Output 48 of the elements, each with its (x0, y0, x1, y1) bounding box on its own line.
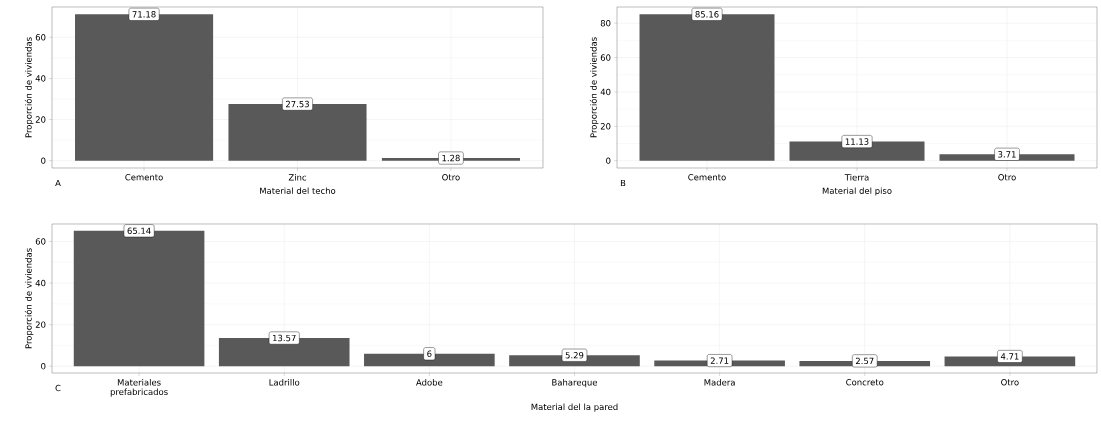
x-tick-label: Bahareque (552, 379, 598, 388)
y-tick-label: 0 (41, 157, 46, 164)
y-tick-label: 40 (35, 75, 46, 82)
x-axis-title: Material del la pared (531, 403, 618, 412)
x-tick-label: Otro (442, 174, 460, 181)
x-tick-label: Cemento (688, 174, 726, 181)
data-label: 13.57 (273, 334, 296, 342)
x-tick-label: Tierra (844, 174, 869, 181)
data-label: 65.14 (127, 227, 151, 234)
data-label: 27.53 (286, 100, 309, 108)
x-axis-title: Material del piso (822, 187, 892, 196)
y-tick-label: 0 (41, 363, 46, 370)
data-label: 3.71 (998, 151, 1016, 158)
x-axis-title: Material del techo (260, 187, 336, 194)
y-axis-title: Proporción de viviendas (24, 37, 34, 138)
data-label: 5.29 (565, 352, 584, 359)
data-label: 2.71 (710, 357, 729, 364)
x-tick-label: Materiales prefabricados (110, 379, 168, 397)
y-axis-title: Proporción de viviendas (24, 248, 34, 349)
y-axis-title: Proporción de viviendas (589, 37, 599, 138)
data-label: 2.57 (855, 357, 874, 365)
y-tick-label: 20 (600, 123, 611, 130)
y-tick-label: 80 (600, 19, 611, 27)
data-label: 11.13 (845, 138, 869, 145)
y-tick-label: 60 (600, 54, 611, 61)
y-tick-label: 0 (606, 157, 611, 164)
y-tick-label: 40 (35, 279, 46, 287)
x-tick-label: Cemento (125, 174, 163, 181)
text: B (620, 179, 626, 187)
x-tick-label: Zinc (288, 174, 307, 181)
data-label: 4.71 (1000, 353, 1019, 360)
y-tick-label: 40 (600, 88, 611, 96)
x-tick-label: Ladrillo (269, 379, 300, 386)
data-label: 85.16 (695, 11, 719, 18)
text: C (55, 384, 61, 392)
x-tick-label: Madera (704, 379, 735, 386)
text: A (55, 179, 61, 187)
y-tick-label: 20 (35, 116, 46, 123)
y-tick-label: 20 (35, 321, 46, 328)
x-tick-label: Otro (998, 174, 1016, 181)
x-tick-label: Concreto (846, 379, 884, 386)
data-label: 6 (427, 350, 432, 357)
data-label: 71.18 (132, 11, 156, 18)
data-label: 1.28 (442, 154, 460, 162)
x-tick-label: Otro (1001, 379, 1019, 386)
y-tick-label: 60 (35, 238, 46, 245)
y-tick-label: 60 (35, 34, 46, 41)
x-tick-label: Adobe (416, 379, 443, 386)
